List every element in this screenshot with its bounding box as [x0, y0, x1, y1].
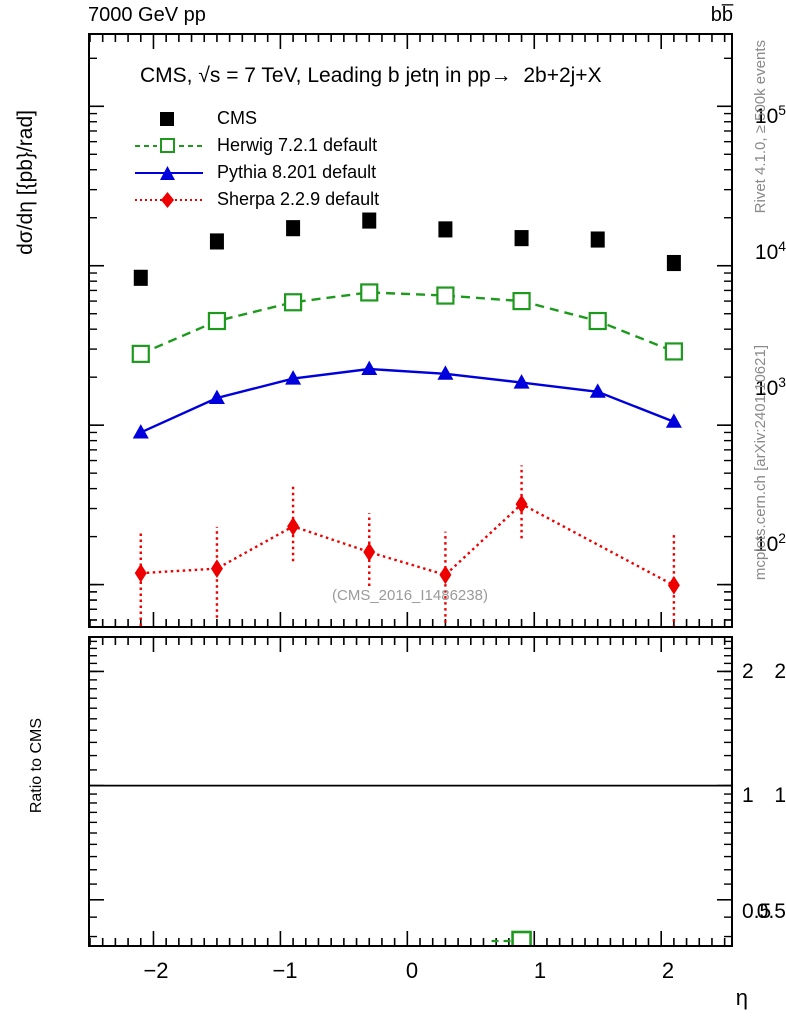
process-label: bb̅ — [710, 4, 733, 26]
filled-diamond-icon — [135, 192, 203, 208]
y-tick-label-1e5: 105 — [754, 102, 786, 128]
y-axis-label: dσ/dη [{pb}/rad] — [14, 110, 37, 255]
filled-square-icon — [160, 112, 174, 126]
open-square-icon — [135, 138, 203, 153]
y-tick-label-1e4: 104 — [754, 238, 786, 264]
legend-label-herwig: Herwig 7.2.1 default — [217, 135, 378, 155]
ratio-y-tick-label-2: 2 — [774, 660, 786, 683]
beam-energy-label: 7000 GeV pp — [88, 4, 206, 26]
ratio-right-tick-label-2: 2 — [742, 660, 754, 683]
y-tick-label-1e3: 103 — [754, 374, 786, 400]
legend-label-sherpa: Sherpa 2.2.9 default — [217, 189, 380, 209]
main-plot-canvas — [90, 35, 731, 626]
ratio-y-tick-label-1: 1 — [774, 784, 786, 807]
x-axis-label: η — [735, 985, 748, 1010]
main-plot-area — [90, 35, 731, 626]
main-plot-panel — [88, 33, 733, 628]
rivet-version-note: Rivet 4.1.0, ≥ 500k events — [752, 40, 769, 214]
ratio-right-tick-label-1: 1 — [742, 784, 754, 807]
legend-label-cms: CMS — [217, 108, 257, 128]
ratio-plot-area — [90, 638, 731, 945]
ratio-y-axis-label: Ratio to CMS — [28, 718, 45, 814]
ratio-y-tick-label-0.5: 0.5 — [756, 900, 786, 923]
analysis-id-watermark: (CMS_2016_I1486238) — [332, 587, 488, 604]
legend-label-pythia: Pythia 8.201 default — [217, 162, 377, 182]
filled-triangle-icon — [135, 166, 203, 180]
x-tick-label--2: −2 — [143, 958, 169, 983]
x-tick-label--1: −1 — [272, 958, 298, 983]
y-tick-label-1e2: 102 — [754, 530, 786, 556]
ratio-plot-canvas — [90, 638, 731, 945]
plot-title: CMS, √s = 7 TeV, Leading b jetη in pp→ 2… — [140, 64, 602, 87]
ratio-right-tick-label-0.5: 0.5 — [742, 900, 772, 923]
x-tick-label-0: 0 — [405, 958, 419, 983]
x-tick-label-2: 2 — [661, 958, 675, 983]
ratio-plot-panel — [88, 636, 733, 947]
mcplots-reference-note: mcplots.cern.ch [arXiv:2401.10621] — [752, 345, 769, 581]
x-tick-label-1: 1 — [533, 958, 547, 983]
